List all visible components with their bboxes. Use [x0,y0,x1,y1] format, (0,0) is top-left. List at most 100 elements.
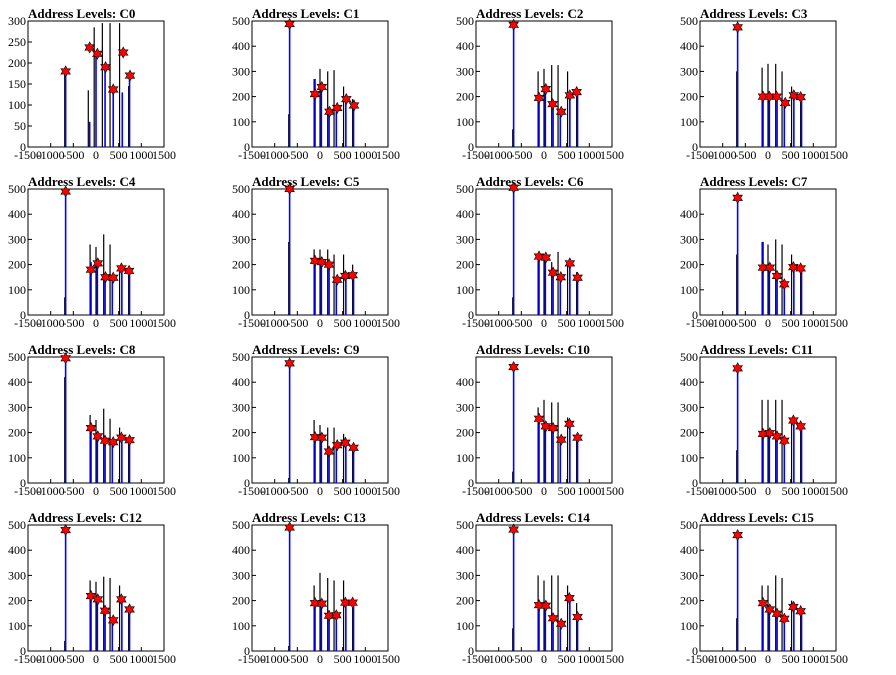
chart-panel-14: Address Levels: C14 0 100 200 300 400 500 -1500… [448,507,672,675]
peak-marker [732,191,743,204]
chart-panel-6: Address Levels: C6 0 100 200 300 400 500 -1500-… [448,171,672,339]
histogram-bin-dark [557,65,559,147]
chart-title: Address Levels: C5 [252,174,360,189]
histogram-bin-dark [101,23,103,148]
x-tick-label: -1000 [709,148,737,162]
histogram-bin-blue [111,441,114,483]
histogram-bin-blue [128,75,131,147]
peak-marker [555,271,567,284]
x-tick-label: 0 [765,316,771,330]
y-tick-label: 300 [456,568,474,582]
peak-marker [116,262,127,275]
x-tick-label: 500 [782,148,800,162]
histogram-bin-blue [544,89,547,147]
peak-marker [107,271,119,284]
peak-marker [564,417,575,430]
peak-marker [284,182,295,196]
histogram-bin-blue [314,603,316,651]
x-tick-label: -500 [510,652,532,666]
histogram-bin-blue [96,436,99,483]
y-tick-label: 100 [8,451,26,465]
x-tick-label: -500 [510,484,532,498]
histogram-bin-blue [576,277,579,315]
histogram-bin-dark [781,577,783,651]
y-tick-label: 400 [8,207,26,221]
peak-marker [92,430,104,443]
y-tick-label: 100 [456,619,474,633]
chart-title: Address Levels: C13 [252,510,366,525]
y-tick-label: 500 [456,182,474,196]
histogram-bin-dark [313,585,315,651]
y-tick-label: 500 [456,14,474,28]
histogram-bin-dark [543,399,545,483]
x-tick-label: -1000 [37,148,65,162]
histogram-bin-blue [121,92,124,147]
y-tick-label: 200 [456,426,474,440]
histogram-bin-dark [761,585,763,651]
y-tick-label: 300 [680,568,698,582]
histogram-bin-dark [566,262,569,315]
histogram-bin-dark [64,297,66,315]
histogram-bin-dark [557,575,559,651]
peak-marker [284,521,295,534]
x-tick-label: -1000 [709,484,737,498]
histogram-bin-blue [768,609,771,651]
chart-panel-4: Address Levels: C4 0 100 200 300 400 500 -1500-… [0,171,224,339]
histogram-bin-blue [104,610,106,651]
histogram-bin-blue [112,88,115,147]
histogram-bin-blue [104,277,106,315]
y-tick-label: 300 [232,568,250,582]
chart-title: Address Levels: C14 [476,510,590,525]
histogram-bin-dark [767,585,769,651]
histogram-bin-blue [736,535,739,651]
y-tick-label: 300 [232,64,250,78]
chart-panel-12: Address Levels: C12 0 100 200 300 400 500 -1500… [0,507,224,675]
histogram-bin-blue [345,100,347,147]
histogram-bin-blue [538,96,540,147]
histogram-bin-dark [800,264,802,315]
histogram-bin-blue [576,437,579,483]
y-tick-label: 100 [232,115,250,129]
histogram-bin-blue [538,417,540,483]
histogram-bin-dark [537,407,539,483]
y-tick-label: 0 [468,308,474,322]
x-tick-label: 0 [765,148,771,162]
histogram-bin-blue [95,54,97,147]
peak-marker [571,85,582,99]
y-tick-label: 200 [680,258,698,272]
x-tick-label: -1000 [709,652,737,666]
x-tick-label: 1500 [824,316,848,330]
x-tick-label: 0 [541,484,547,498]
peak-marker [284,357,295,370]
histogram-bin-blue [64,530,67,651]
histogram-bin-dark [95,246,97,315]
x-tick-label: 500 [782,316,800,330]
y-tick-label: 200 [680,426,698,440]
histogram-bin-dark [790,422,793,483]
x-tick-label: -500 [286,148,308,162]
chart-title: Address Levels: C4 [28,174,136,189]
histogram-bin-blue [552,104,554,147]
histogram-bin-dark [767,63,769,148]
x-tick-label: -1500 [14,148,42,162]
histogram-bin-blue [762,241,764,315]
y-tick-label: 0 [244,476,250,490]
histogram-bin-dark [327,427,329,483]
histogram-bin-dark [566,417,569,483]
histogram-bin-blue [111,619,114,651]
chart-panel-9: Address Levels: C9 0 100 200 300 400 500 -1500-… [224,339,448,507]
histogram-bin-blue [793,420,795,483]
y-tick-label: 500 [680,350,698,364]
chart-svg: Address Levels: C11 0 100 200 300 400 500 -1500… [680,342,848,498]
x-tick-label: 500 [334,316,352,330]
x-tick-label: -1500 [14,652,42,666]
chart-title: Address Levels: C6 [476,174,584,189]
x-tick-label: 1000 [129,484,153,498]
histogram-bin-blue [783,104,786,147]
histogram-bin-blue [335,445,338,483]
histogram-bin-dark [537,575,539,651]
peak-marker [84,41,95,54]
histogram-bin-blue [569,95,571,147]
peak-marker [348,441,359,454]
histogram-bin-dark [576,89,578,147]
